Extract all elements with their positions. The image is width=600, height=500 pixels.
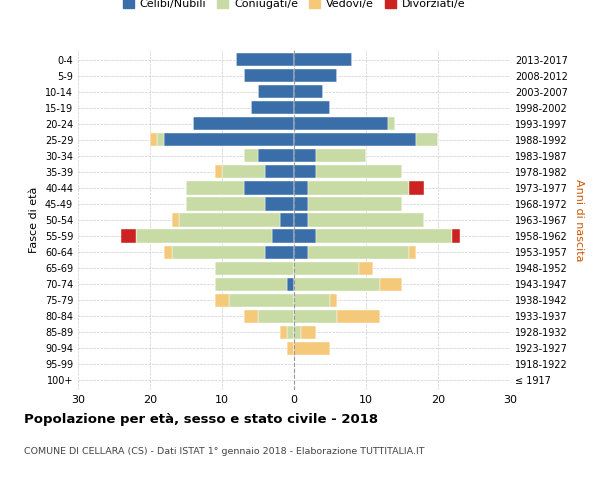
Y-axis label: Fasce di età: Fasce di età: [29, 187, 39, 253]
Bar: [294, 230, 316, 242]
Bar: [222, 166, 265, 178]
Y-axis label: Anni di nascita: Anni di nascita: [574, 179, 584, 261]
Bar: [215, 262, 294, 274]
Bar: [316, 166, 402, 178]
Text: Popolazione per età, sesso e stato civile - 2018: Popolazione per età, sesso e stato civil…: [24, 412, 378, 426]
Bar: [287, 326, 294, 339]
Bar: [294, 117, 388, 130]
Bar: [186, 198, 265, 210]
Bar: [272, 230, 294, 242]
Bar: [251, 101, 294, 114]
Bar: [280, 326, 287, 339]
Bar: [265, 246, 294, 258]
Bar: [287, 342, 294, 355]
Bar: [294, 182, 308, 194]
Bar: [294, 198, 308, 210]
Bar: [265, 166, 294, 178]
Bar: [136, 230, 272, 242]
Bar: [301, 326, 316, 339]
Bar: [215, 278, 287, 290]
Bar: [244, 310, 258, 323]
Bar: [258, 85, 294, 98]
Bar: [244, 182, 294, 194]
Bar: [294, 342, 330, 355]
Bar: [316, 230, 452, 242]
Bar: [294, 101, 330, 114]
Bar: [294, 166, 316, 178]
Bar: [294, 294, 330, 307]
Bar: [179, 214, 280, 226]
Bar: [287, 278, 294, 290]
Legend: Celibi/Nubili, Coniugati/e, Vedovi/e, Divorziati/e: Celibi/Nubili, Coniugati/e, Vedovi/e, Di…: [118, 0, 470, 14]
Bar: [172, 246, 265, 258]
Bar: [308, 214, 424, 226]
Bar: [294, 278, 380, 290]
Bar: [294, 326, 301, 339]
Bar: [316, 150, 366, 162]
Bar: [121, 230, 136, 242]
Bar: [244, 150, 258, 162]
Bar: [308, 198, 402, 210]
Bar: [380, 278, 402, 290]
Bar: [294, 310, 337, 323]
Bar: [294, 133, 416, 146]
Bar: [452, 230, 460, 242]
Bar: [294, 246, 308, 258]
Bar: [308, 182, 409, 194]
Bar: [186, 182, 244, 194]
Text: COMUNE DI CELLARA (CS) - Dati ISTAT 1° gennaio 2018 - Elaborazione TUTTITALIA.IT: COMUNE DI CELLARA (CS) - Dati ISTAT 1° g…: [24, 448, 425, 456]
Bar: [294, 85, 323, 98]
Bar: [416, 133, 438, 146]
Bar: [308, 246, 409, 258]
Bar: [164, 133, 294, 146]
Bar: [294, 214, 308, 226]
Bar: [330, 294, 337, 307]
Bar: [258, 150, 294, 162]
Bar: [409, 182, 424, 194]
Bar: [409, 246, 416, 258]
Bar: [359, 262, 373, 274]
Bar: [294, 69, 337, 82]
Bar: [215, 166, 222, 178]
Bar: [215, 294, 229, 307]
Bar: [193, 117, 294, 130]
Bar: [244, 69, 294, 82]
Bar: [294, 262, 359, 274]
Bar: [258, 310, 294, 323]
Bar: [388, 117, 395, 130]
Bar: [280, 214, 294, 226]
Bar: [265, 198, 294, 210]
Bar: [236, 53, 294, 66]
Bar: [337, 310, 380, 323]
Bar: [229, 294, 294, 307]
Bar: [294, 53, 352, 66]
Bar: [294, 150, 316, 162]
Bar: [164, 246, 172, 258]
Bar: [172, 214, 179, 226]
Bar: [150, 133, 157, 146]
Bar: [157, 133, 164, 146]
